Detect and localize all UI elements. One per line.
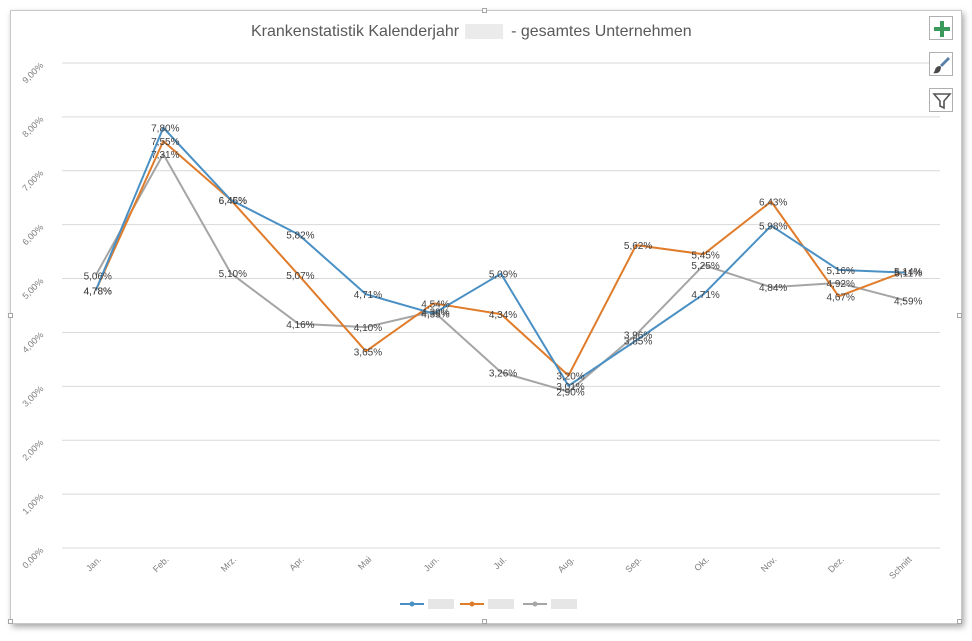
data-label: 6,45%: [219, 196, 247, 207]
resize-handle-bottom[interactable]: [482, 619, 487, 624]
x-tick-label: Schnitt: [887, 554, 914, 581]
data-label: 4,67%: [827, 292, 855, 303]
resize-handle-left[interactable]: [8, 313, 13, 318]
data-label: 4,78%: [84, 286, 112, 297]
data-label: 5,10%: [219, 269, 247, 280]
series-lines: [94, 126, 907, 393]
x-tick-label: Aug.: [556, 554, 576, 574]
y-axis-ticks: 0,00% 1,00% 2,00% 3,00% 4,00% 5,00% 6,00% 7,00%…: [20, 60, 45, 570]
data-label: 4,34%: [489, 310, 517, 321]
chart-frame[interactable]: [10, 10, 962, 624]
x-axis-ticks: Jan. Feb. Mrz. Apr. Mai Jun. Jul. Aug. Sep. Okt. N…: [84, 554, 914, 581]
y-tick-label: 2,00%: [20, 438, 45, 463]
data-label: 4,78%: [84, 286, 112, 297]
y-tick-label: 7,00%: [20, 168, 45, 193]
data-label: 5,11%: [894, 269, 922, 280]
series-line-3[interactable]: [94, 153, 907, 393]
paintbrush-icon: [933, 57, 950, 74]
chart-styles-button[interactable]: [929, 52, 953, 76]
data-label: 3,20%: [556, 372, 584, 383]
x-tick-label: Jun.: [422, 554, 441, 573]
data-labels: 4,78% 7,80% 6,46% 5,82% 4,71% 4,35% 5,09% 3,01%…: [84, 124, 923, 399]
chart-title: Krankenstatistik Kalenderjahr: [251, 23, 460, 40]
x-tick-label: Feb.: [151, 554, 171, 574]
legend-redacted-name: [428, 599, 454, 609]
x-tick-label: Jul.: [491, 554, 508, 571]
resize-handle-bottom-left[interactable]: [8, 619, 13, 624]
x-tick-label: Mrz.: [219, 554, 238, 573]
data-label: 6,46%: [219, 196, 247, 207]
data-label: 7,55%: [151, 137, 179, 148]
data-label: 4,10%: [354, 323, 382, 334]
chart-title-group: Krankenstatistik Kalenderjahr - gesamtes…: [251, 23, 692, 40]
data-label: 7,31%: [151, 150, 179, 161]
x-tick-label: Sep.: [623, 554, 643, 574]
data-label: 4,84%: [759, 283, 787, 294]
x-tick-label: Dez.: [826, 554, 846, 574]
data-label: 3,85%: [624, 337, 652, 348]
data-label: 5,07%: [286, 271, 314, 282]
data-label: 3,65%: [354, 347, 382, 358]
data-label: 5,62%: [624, 241, 652, 252]
data-label: 4,54%: [421, 299, 449, 310]
x-tick-label: Jan.: [84, 554, 103, 573]
data-label: 5,25%: [691, 261, 719, 272]
data-label: 4,35%: [421, 310, 449, 321]
y-tick-label: 8,00%: [20, 114, 45, 139]
y-tick-label: 6,00%: [20, 222, 45, 247]
data-label: 7,80%: [151, 124, 179, 135]
data-label: 3,26%: [489, 368, 517, 379]
data-label: 4,71%: [354, 290, 382, 301]
legend-redacted-name: [551, 599, 577, 609]
series-line-1[interactable]: [94, 126, 907, 387]
y-tick-label: 0,00%: [20, 545, 45, 570]
data-label: 5,06%: [84, 271, 112, 282]
y-tick-label: 1,00%: [20, 491, 45, 516]
data-label: 3,96%: [624, 331, 652, 342]
data-label: 5,82%: [286, 230, 314, 241]
series-line-2[interactable]: [94, 140, 907, 377]
legend[interactable]: [400, 599, 577, 609]
data-label: 4,16%: [286, 320, 314, 331]
data-label: 5,16%: [827, 266, 855, 277]
chart-filters-button[interactable]: [929, 88, 953, 112]
x-tick-label: Mai: [356, 554, 373, 571]
data-label: 5,14%: [894, 267, 922, 278]
y-tick-label: 5,00%: [20, 276, 45, 301]
data-label: 5,09%: [489, 270, 517, 281]
y-tick-label: 3,00%: [20, 384, 45, 409]
legend-marker: [409, 601, 415, 607]
x-tick-label: Apr.: [287, 554, 305, 572]
data-label: 3,01%: [556, 382, 584, 393]
legend-marker: [532, 601, 538, 607]
y-tick-label: 9,00%: [20, 60, 45, 85]
data-label: 2,90%: [556, 388, 584, 399]
redacted-year-box: [465, 24, 504, 39]
data-label: 5,45%: [691, 250, 719, 261]
legend-redacted-name: [488, 599, 514, 609]
y-tick-label: 4,00%: [20, 330, 45, 355]
add-chart-element-button[interactable]: [929, 16, 953, 40]
data-label: 5,98%: [759, 222, 787, 233]
resize-handle-bottom-right[interactable]: [957, 619, 962, 624]
gridlines: [62, 62, 940, 549]
plus-icon: [934, 21, 950, 37]
data-label: 4,39%: [421, 307, 449, 318]
resize-handle-top[interactable]: [482, 8, 487, 13]
data-label: 4,71%: [691, 290, 719, 301]
data-label: 4,92%: [827, 279, 855, 290]
x-tick-label: Okt.: [692, 554, 711, 573]
legend-marker: [469, 601, 475, 607]
x-tick-label: Nov.: [759, 554, 779, 574]
funnel-icon: [932, 93, 952, 110]
chart-title-suffix: - gesamtes Unternehmen: [511, 23, 692, 40]
data-label: 6,43%: [759, 197, 787, 208]
data-label: 4,59%: [894, 297, 922, 308]
resize-handle-right[interactable]: [957, 313, 962, 318]
